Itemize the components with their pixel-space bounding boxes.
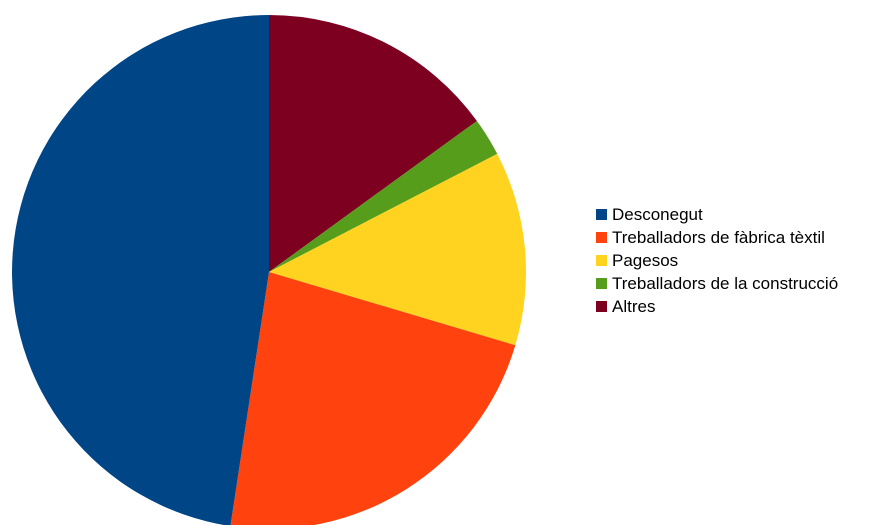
legend-swatch-desconegut [596, 209, 607, 220]
legend-swatch-altres [596, 301, 607, 312]
pie-slice-desconegut [12, 15, 269, 525]
legend-item-treballadors-construccio: Treballadors de la construcció [596, 272, 838, 295]
legend-label-treballadors-fabrica-textil: Treballadors de fàbrica tèxtil [612, 228, 825, 247]
legend-item-treballadors-fabrica-textil: Treballadors de fàbrica tèxtil [596, 226, 838, 249]
legend-swatch-treballadors-fabrica-textil [596, 232, 607, 243]
legend-label-pagesos: Pagesos [612, 251, 679, 270]
legend-label-altres: Altres [612, 297, 656, 316]
legend-item-desconegut: Desconegut [596, 203, 838, 226]
legend-label-treballadors-construccio: Treballadors de la construcció [612, 274, 839, 293]
legend-label-desconegut: Desconegut [612, 205, 703, 224]
pie-slice-treballadors-construccio [269, 120, 498, 272]
legend-swatch-treballadors-construccio [596, 278, 607, 289]
chart-legend: Desconegut Treballadors de fàbrica tèxti… [596, 203, 838, 318]
pie-slice-treballadors-fabrica-textil [230, 272, 516, 525]
legend-item-altres: Altres [596, 295, 838, 318]
legend-item-pagesos: Pagesos [596, 249, 838, 272]
pie-slice-altres [269, 15, 477, 272]
pie-slice-pagesos [269, 153, 526, 346]
legend-swatch-pagesos [596, 255, 607, 266]
